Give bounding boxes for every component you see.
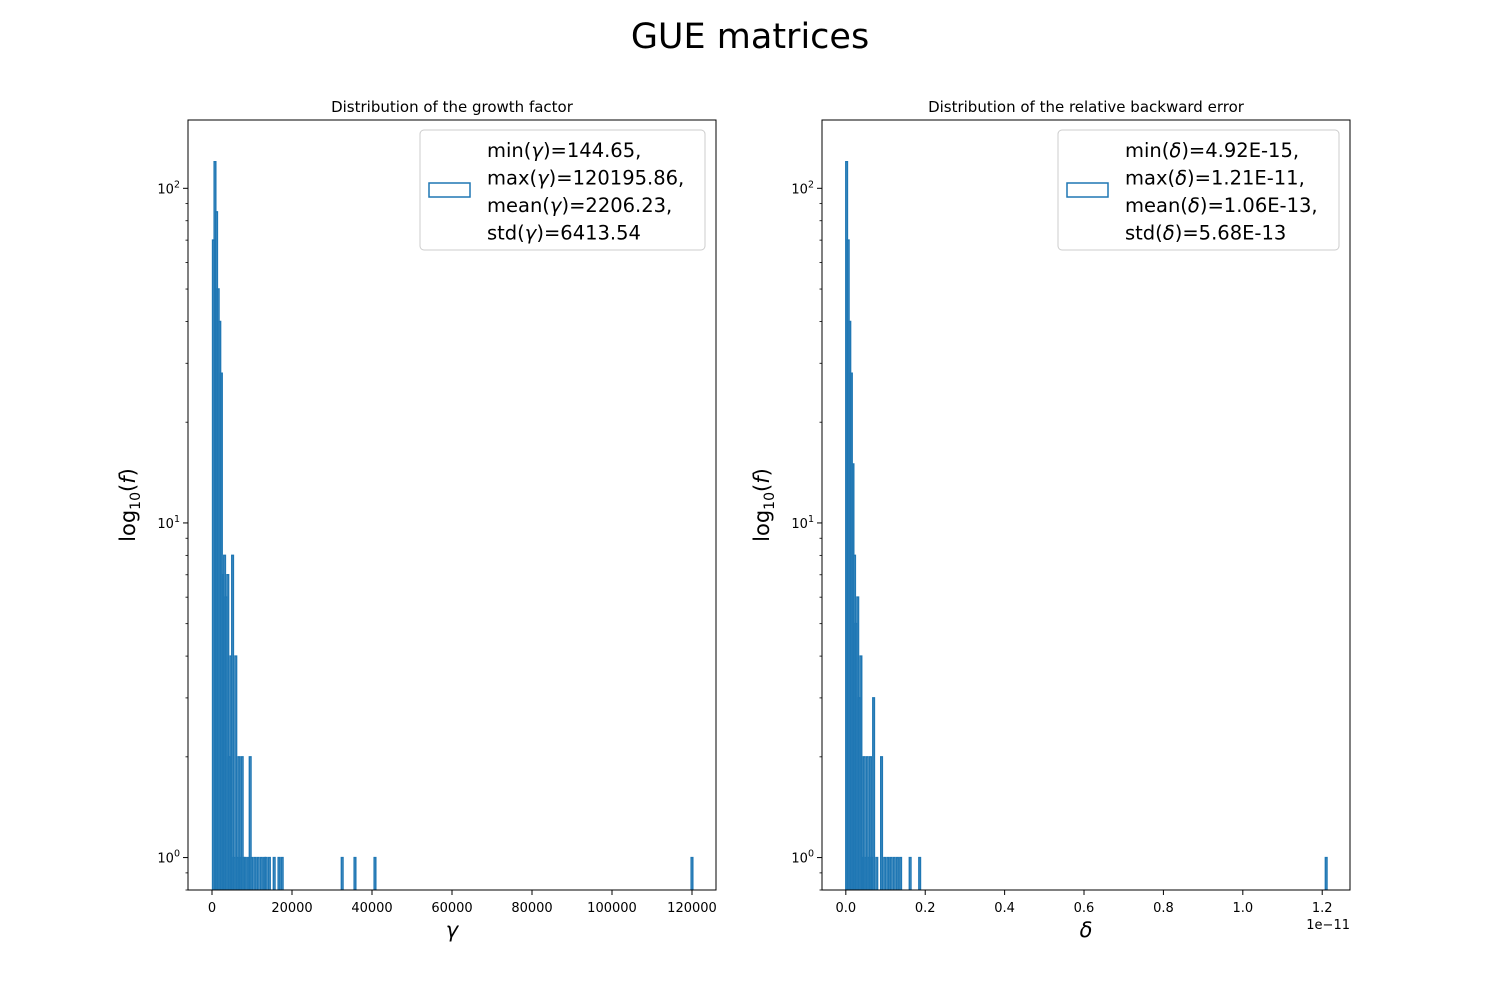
x-axis-label: δ: [1080, 918, 1093, 942]
legend-entry: min(δ)=4.92E-15,: [1125, 139, 1299, 162]
x-axis-label: γ: [446, 918, 460, 942]
legend-entry: max(δ)=1.21E-11,: [1125, 167, 1305, 190]
x-tick-label: 1.0: [1232, 901, 1253, 916]
legend-box: [1057, 129, 1340, 251]
growth-factor-panel: 0 20000 40000 60000 80000 100000 120000 100 101 1…: [116, 98, 717, 942]
histogram-bar: [899, 856, 903, 890]
legend: min(γ)=144.65, max(γ)=120195.86, mean(γ)=2…: [419, 129, 706, 251]
x-tick-label: 0.2: [915, 901, 936, 916]
x-tick-label: 80000: [511, 901, 552, 916]
histogram-bar: [256, 856, 260, 890]
x-tick-label: 0.0: [835, 901, 856, 916]
legend-entry: mean(γ)=2206.23,: [487, 194, 672, 217]
histogram-bar: [862, 756, 866, 890]
histogram-bar: [859, 655, 863, 890]
x-tick-label: 60000: [431, 901, 472, 916]
histogram-bar: [243, 856, 247, 890]
histogram-bar: [868, 756, 872, 890]
y-tick-label: 101: [791, 514, 814, 532]
y-tick-label: 100: [791, 849, 814, 867]
histogram-bar: [918, 856, 922, 890]
legend-entry: max(γ)=120195.86,: [487, 167, 684, 190]
histogram-bar: [690, 856, 694, 890]
legend-swatch: [428, 182, 471, 198]
histogram-bar: [237, 756, 241, 890]
x-tick-label: 40000: [351, 901, 392, 916]
histogram-bar: [277, 856, 281, 890]
histogram-bar: [264, 856, 268, 890]
x-tick-label: 0.6: [1074, 901, 1095, 916]
histogram-bar: [259, 856, 263, 890]
legend: min(δ)=4.92E-15, max(δ)=1.21E-11, mean(δ)=…: [1057, 129, 1340, 251]
histogram-bar: [280, 856, 284, 890]
y-tick-label: 100: [157, 849, 180, 867]
y-tick-label: 101: [157, 514, 180, 532]
y-tick-label: 102: [791, 179, 814, 197]
histogram-bar: [892, 856, 896, 890]
panel-title: Distribution of the growth factor: [331, 98, 574, 116]
legend-entry: std(γ)=6413.54: [487, 222, 641, 245]
legend-entry: min(γ)=144.65,: [487, 139, 641, 162]
x-tick-label: 0: [208, 901, 216, 916]
legend-swatch: [1066, 182, 1109, 198]
histogram-bar: [883, 856, 887, 890]
y-axis-label: log10(f): [750, 468, 778, 542]
axes-frame: [821, 119, 1351, 891]
x-offset-label: 1e−11: [1306, 918, 1350, 933]
histogram-bars: [211, 161, 694, 890]
x-tick-label: 0.8: [1153, 901, 1174, 916]
legend-entry: mean(δ)=1.06E-13,: [1125, 194, 1318, 217]
histogram-bar: [889, 856, 893, 890]
histogram-bar: [872, 697, 876, 890]
histogram-bar: [267, 856, 271, 890]
y-tick-label: 102: [157, 179, 180, 197]
panel-title: Distribution of the relative backward er…: [928, 98, 1245, 116]
x-tick-label: 1.2: [1312, 901, 1333, 916]
histogram-bar: [231, 554, 235, 890]
x-tick-label: 100000: [587, 901, 637, 916]
histogram-bar: [272, 856, 276, 890]
figure-title: GUE matrices: [631, 17, 869, 57]
histogram-bar: [908, 856, 912, 890]
y-axis-label-text: log10(f): [750, 468, 778, 542]
x-tick-label: 20000: [271, 901, 312, 916]
x-tick-label: 120000: [667, 901, 717, 916]
backward-error-panel: 0.0 0.2 0.4 0.6 0.8 1.0 1.2 1e−11 100 101 102 Distr…: [750, 98, 1351, 942]
histogram-bar: [240, 756, 244, 890]
y-axis-label-text: log10(f): [116, 468, 144, 542]
legend-box: [419, 129, 706, 251]
histogram-bar: [1324, 856, 1328, 890]
histogram-bar: [895, 856, 899, 890]
y-axis-label: log10(f): [116, 468, 144, 542]
histogram-bar: [880, 756, 884, 890]
histogram-bar: [250, 856, 254, 890]
legend-entry: std(δ)=5.68E-13: [1125, 222, 1286, 245]
histogram-bar: [253, 856, 257, 890]
histogram-bar: [248, 756, 252, 890]
histogram-bar: [886, 856, 890, 890]
histogram-bar: [373, 856, 377, 890]
x-tick-label: 0.4: [994, 901, 1015, 916]
histogram-bars: [845, 161, 1328, 890]
histogram-bar: [875, 856, 879, 890]
histogram-bar: [226, 574, 230, 890]
histogram-bar: [353, 856, 357, 890]
histogram-bar: [340, 856, 344, 890]
histogram-bar: [865, 756, 869, 890]
histogram-bar: [234, 655, 238, 890]
